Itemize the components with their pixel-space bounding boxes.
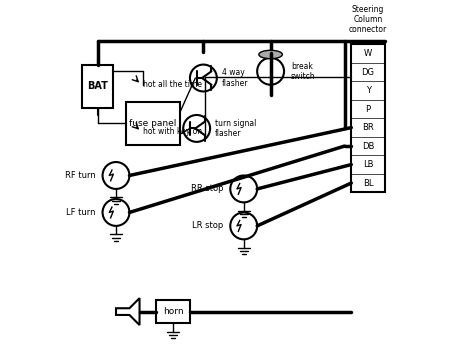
Text: fuse panel: fuse panel (129, 119, 177, 128)
Bar (156, 300, 190, 323)
Text: BL: BL (363, 179, 374, 187)
Text: Y: Y (365, 86, 371, 95)
Ellipse shape (259, 50, 283, 59)
Text: hot with key on: hot with key on (143, 127, 202, 136)
Text: LF turn: LF turn (66, 208, 96, 217)
Text: LB: LB (363, 160, 374, 169)
Bar (126, 102, 180, 145)
Text: P: P (365, 105, 371, 114)
Text: horn: horn (163, 307, 183, 316)
Bar (351, 44, 385, 192)
Text: DB: DB (362, 142, 374, 151)
Text: 4 way
flasher: 4 way flasher (222, 68, 248, 88)
Text: RR stop: RR stop (191, 185, 224, 193)
Text: RF turn: RF turn (65, 171, 96, 180)
Text: BR: BR (362, 123, 374, 132)
Bar (82, 65, 113, 108)
Text: BAT: BAT (87, 81, 108, 92)
Polygon shape (116, 298, 139, 325)
Text: Steering
Column
connector: Steering Column connector (349, 5, 387, 34)
Text: break
switch: break switch (291, 62, 315, 81)
Text: hot all the time: hot all the time (143, 80, 202, 89)
Text: LR stop: LR stop (192, 222, 224, 230)
Text: turn signal
flasher: turn signal flasher (215, 119, 256, 138)
Text: W: W (364, 49, 372, 58)
Text: DG: DG (362, 68, 374, 77)
